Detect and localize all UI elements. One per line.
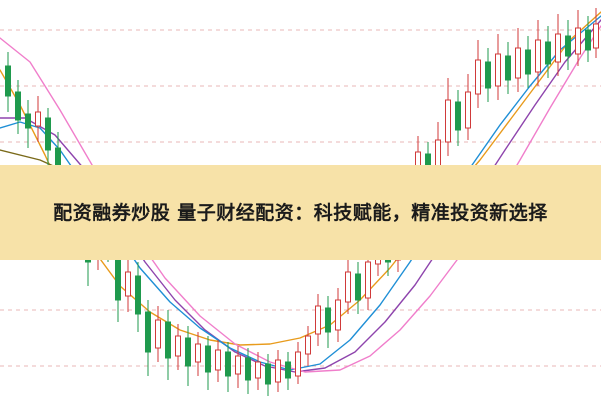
overlay-title: 配资融券炒股 量子财经配资：科技赋能，精准投资新选择 bbox=[53, 201, 548, 224]
overlay-banner: 配资融券炒股 量子财经配资：科技赋能，精准投资新选择 bbox=[0, 165, 601, 260]
